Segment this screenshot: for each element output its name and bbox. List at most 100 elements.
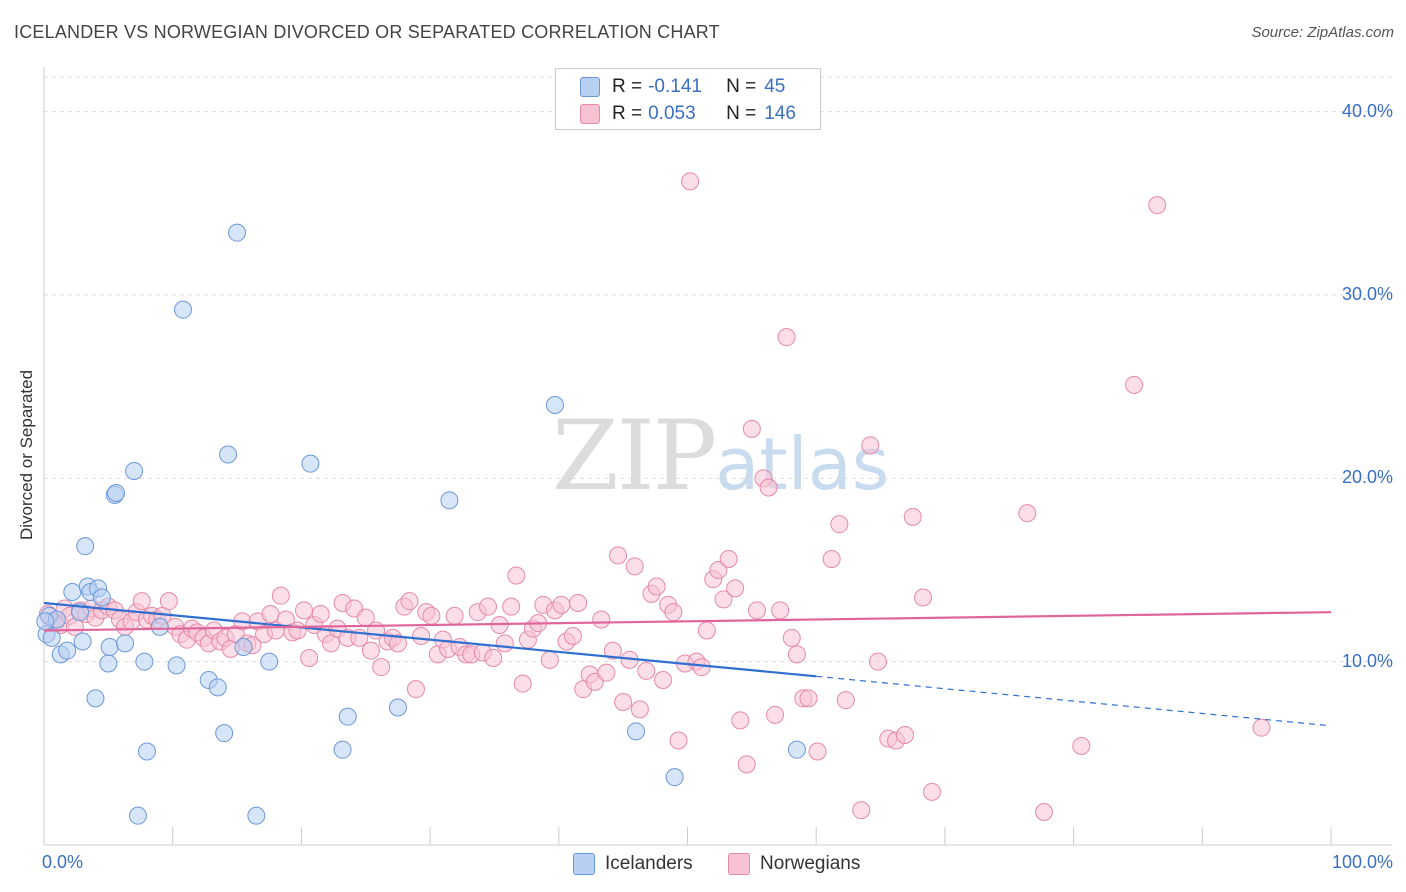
n-label: N = xyxy=(726,103,757,124)
norwegian-point xyxy=(159,592,178,611)
norwegian-point xyxy=(609,546,628,565)
icelander-point xyxy=(137,742,156,761)
icelander-point xyxy=(135,652,154,671)
icelander-point xyxy=(215,724,234,743)
norwegian-point xyxy=(406,680,425,699)
norwegian-point xyxy=(822,550,841,568)
x-tick-label-right: 100.0% xyxy=(1331,852,1393,872)
norwegian-point xyxy=(787,645,806,664)
legend-item-icelanders[interactable]: Icelanders xyxy=(573,851,693,877)
icelander-point xyxy=(545,396,564,414)
norwegian-point xyxy=(896,726,915,744)
icelander-point xyxy=(76,537,95,556)
norwegian-point xyxy=(692,658,711,677)
icelander-point xyxy=(73,632,92,651)
norwegian-point xyxy=(361,641,380,660)
icelander-point xyxy=(107,484,126,502)
icelander-point xyxy=(627,722,646,741)
y-tick-label: 20.0% xyxy=(1341,467,1393,488)
icelander-point xyxy=(42,628,61,647)
norwegians-legend-swatch xyxy=(728,853,750,875)
legend-row-norwegians: R = 0.053 N = 146 xyxy=(580,102,796,126)
norwegian-point xyxy=(1252,718,1271,737)
norwegian-point xyxy=(388,634,407,653)
norwegian-point xyxy=(1148,196,1167,215)
y-tick-label: 10.0% xyxy=(1341,650,1393,671)
chart-source: Source: ZipAtlas.com xyxy=(1251,24,1394,41)
norwegian-point xyxy=(513,674,532,693)
chart-title: ICELANDER VS NORWEGIAN DIVORCED OR SEPAR… xyxy=(14,22,720,42)
norwegian-point xyxy=(669,731,688,750)
norwegian-point xyxy=(719,550,738,568)
n-value: 146 xyxy=(764,103,796,124)
norwegian-point xyxy=(654,671,673,689)
norwegian-point xyxy=(630,700,649,719)
norwegian-point xyxy=(637,661,656,680)
n-label: N = xyxy=(726,76,757,97)
norwegian-point xyxy=(400,592,419,611)
icelander-point xyxy=(125,462,144,480)
r-label: R = xyxy=(612,76,643,97)
norwegian-point xyxy=(726,579,745,598)
norwegian-point xyxy=(777,328,796,347)
norwegian-point xyxy=(300,649,319,667)
norwegian-point xyxy=(799,689,818,708)
norwegian-points xyxy=(38,172,1271,821)
icelander-point xyxy=(86,689,105,708)
norwegian-point xyxy=(1034,803,1053,821)
norwegian-point xyxy=(714,590,733,609)
y-tick-label: 30.0% xyxy=(1341,284,1393,304)
norwegian-point xyxy=(412,627,431,645)
norwegian-point xyxy=(836,691,855,710)
norwegian-point xyxy=(861,436,880,455)
norwegian-point xyxy=(603,641,622,660)
y-tick-label: 40.0% xyxy=(1341,100,1393,121)
trend-layer xyxy=(43,601,1332,727)
icelander-point xyxy=(208,678,227,697)
icelander-point xyxy=(128,806,147,825)
icelander-point xyxy=(173,300,192,319)
icelander-point xyxy=(247,806,266,825)
icelanders-legend-swatch xyxy=(573,853,595,875)
norwegian-point xyxy=(697,621,716,640)
icelander-point xyxy=(167,656,186,675)
norwegian-point xyxy=(597,663,616,682)
r-value: 0.053 xyxy=(648,103,696,124)
norwegian-point xyxy=(1072,737,1091,755)
icelander-point xyxy=(665,768,684,787)
norwegian-point xyxy=(569,594,588,612)
norwegian-point xyxy=(563,627,582,645)
icelander-point xyxy=(338,707,357,726)
norwegian-point xyxy=(445,606,464,625)
norwegian-point xyxy=(852,801,871,820)
r-label: R = xyxy=(612,103,643,124)
norwegian-point xyxy=(552,595,571,614)
norwegian-point xyxy=(766,705,785,724)
norwegian-point xyxy=(709,561,728,579)
icelander-points xyxy=(36,223,806,825)
n-value: 45 xyxy=(764,76,786,97)
icelanders-legend-label: Icelanders xyxy=(605,853,693,874)
norwegian-point xyxy=(923,782,942,801)
icelander-point xyxy=(36,612,55,631)
norwegian-point xyxy=(507,566,526,585)
correlation-legend: R = -0.141 N = 45 R = 0.053 N = 146 xyxy=(555,68,821,130)
legend-item-norwegians[interactable]: Norwegians xyxy=(728,851,860,877)
icelander-point xyxy=(99,654,118,673)
norwegian-point xyxy=(484,649,503,667)
norwegian-point xyxy=(747,601,766,620)
norwegian-point xyxy=(540,650,559,669)
icelanders-swatch xyxy=(580,77,600,97)
icelander-point xyxy=(116,634,135,653)
norwegians-swatch xyxy=(580,104,600,124)
icelander-point xyxy=(787,740,806,759)
icelander-point xyxy=(92,588,111,607)
icelanders-trend-line xyxy=(43,601,817,678)
norwegian-point xyxy=(742,419,761,438)
icelander-point xyxy=(301,454,320,473)
watermark: ZIPatlas xyxy=(552,400,889,512)
icelander-point xyxy=(228,223,247,242)
watermark-zip: ZIP xyxy=(552,400,717,512)
icelanders-trend-extension xyxy=(816,675,1332,727)
norwegian-point xyxy=(479,597,498,616)
